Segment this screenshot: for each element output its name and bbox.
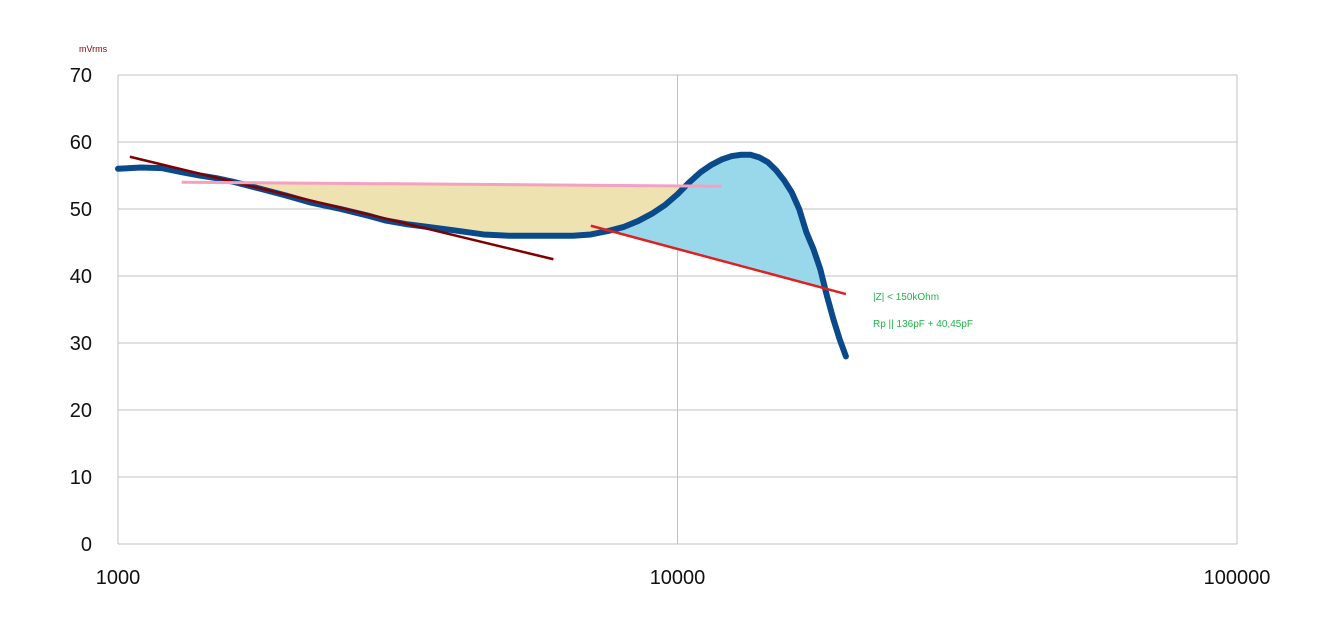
y-tick-labels: 0 10 20 30 40 50 60 70 xyxy=(70,65,92,556)
series-lines xyxy=(115,151,849,360)
y-tick-label: 20 xyxy=(70,400,92,422)
area-fills xyxy=(246,154,829,301)
y-tick-label: 50 xyxy=(70,199,92,221)
y-tick-label: 10 xyxy=(70,467,92,489)
annotation-capacitance: Rp || 136pF + 40,45pF xyxy=(873,319,973,330)
x-tick-label: 10000 xyxy=(650,567,706,589)
y-tick-label: 60 xyxy=(70,132,92,154)
annotation-impedance: |Z| < 150kOhm xyxy=(873,292,939,303)
area-fill-blue xyxy=(610,154,829,301)
x-tick-label: 100000 xyxy=(1204,567,1271,589)
area-fill-tan xyxy=(246,172,701,236)
y-axis-unit-label: mVrms xyxy=(79,44,108,54)
grid xyxy=(117,74,1238,545)
y-tick-label: 30 xyxy=(70,333,92,355)
x-tick-labels: 1000 10000 100000 xyxy=(96,567,1271,589)
trendline-red xyxy=(590,224,847,296)
y-tick-label: 70 xyxy=(70,65,92,87)
x-tick-label: 1000 xyxy=(96,567,141,589)
trendline-dark-red xyxy=(129,155,554,261)
trendline-pink xyxy=(181,180,722,188)
y-tick-label: 40 xyxy=(70,266,92,288)
y-tick-label: 0 xyxy=(81,534,92,556)
